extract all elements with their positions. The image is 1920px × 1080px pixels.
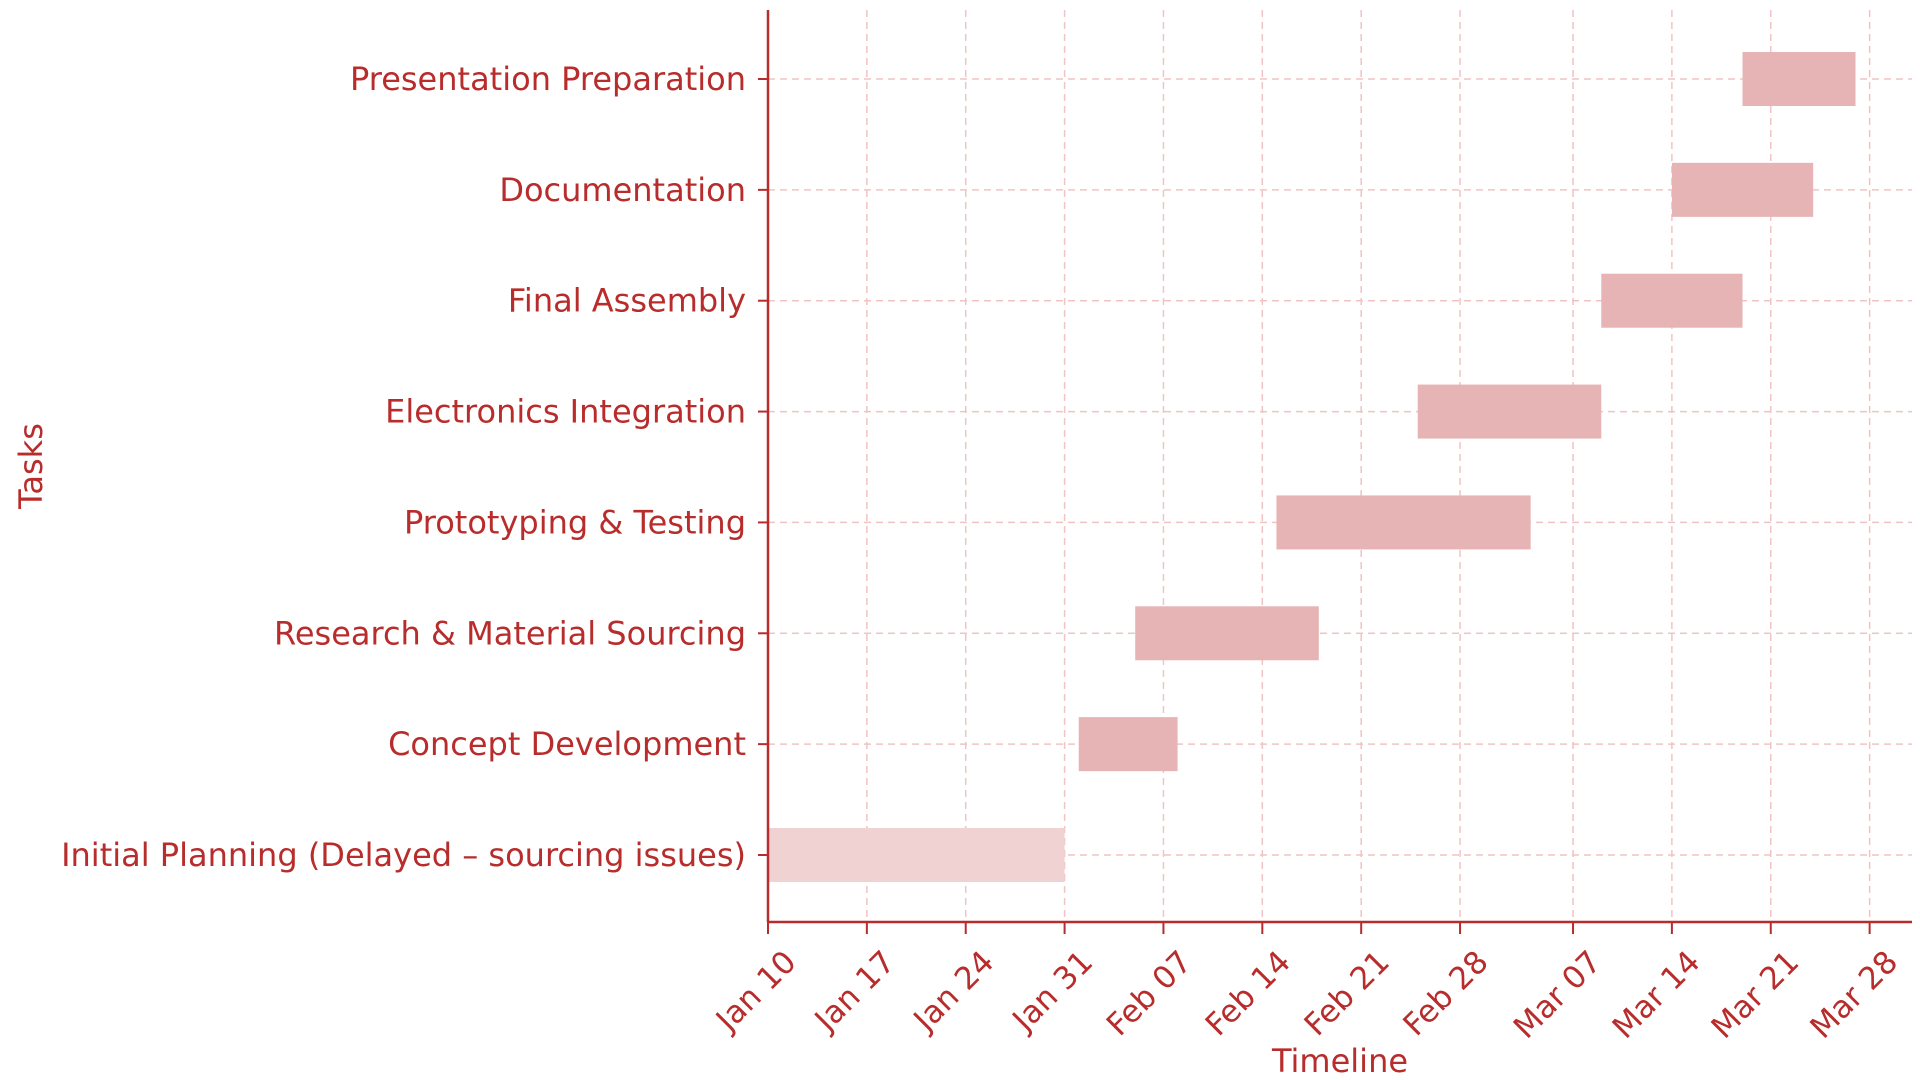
x-tick-label: Jan 17 — [807, 944, 903, 1040]
x-tick-label: Feb 07 — [1100, 944, 1199, 1043]
task-bar — [1078, 717, 1178, 772]
task-bar — [1671, 162, 1814, 217]
axis-layer — [758, 10, 1912, 934]
task-label: Presentation Preparation — [350, 60, 746, 98]
x-tick-label: Mar 14 — [1606, 944, 1708, 1046]
x-tick-label: Mar 07 — [1507, 944, 1609, 1046]
label-layer: Jan 10 Jan 17 Jan 24 Jan 31 Feb 07 Feb 14 Feb … — [61, 60, 1905, 1046]
x-tick-label: Mar 28 — [1803, 944, 1905, 1046]
task-label: Prototyping & Testing — [404, 503, 746, 541]
x-axis-title: Timeline — [1271, 1042, 1408, 1080]
task-bar — [1601, 273, 1743, 328]
x-tick-label: Feb 28 — [1396, 944, 1495, 1043]
task-label: Final Assembly — [508, 282, 746, 320]
task-bar — [1417, 384, 1602, 439]
task-bar — [1276, 495, 1531, 550]
task-bar — [1135, 606, 1319, 661]
task-label: Documentation — [499, 171, 746, 209]
task-label: Electronics Integration — [385, 393, 746, 431]
x-tick-label: Mar 21 — [1705, 944, 1807, 1046]
task-label: Initial Planning (Delayed – sourcing iss… — [61, 836, 746, 874]
y-axis-title: Tasks — [12, 423, 50, 510]
x-tick-label: Jan 24 — [906, 944, 1002, 1040]
task-label: Concept Development — [388, 725, 746, 763]
task-label: Research & Material Sourcing — [274, 614, 746, 652]
x-tick-label: Jan 31 — [1005, 944, 1101, 1040]
x-tick-label: Feb 21 — [1298, 944, 1397, 1043]
task-bar — [1742, 52, 1856, 106]
grid-layer — [767, 10, 1912, 922]
task-bar-delayed — [768, 828, 1065, 882]
bar-layer — [768, 52, 1856, 882]
x-tick-label: Jan 10 — [708, 944, 804, 1040]
x-tick-label: Feb 14 — [1199, 944, 1298, 1043]
